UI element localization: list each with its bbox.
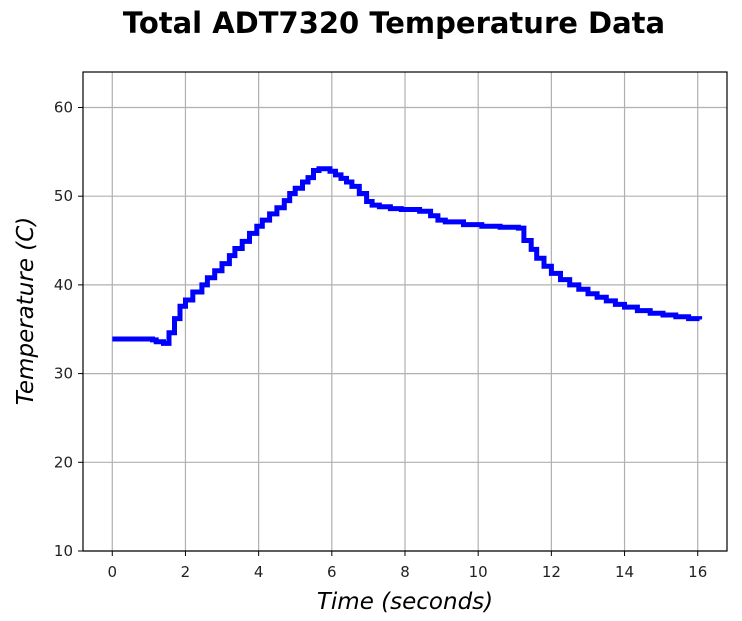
x-tick-label: 10 [469, 563, 488, 581]
series-layer [112, 166, 703, 346]
y-tick-label: 30 [54, 365, 73, 383]
x-tick-label: 4 [254, 563, 264, 581]
y-tick-label: 50 [54, 187, 73, 205]
x-tick-label: 14 [615, 563, 634, 581]
y-tick-label: 40 [54, 276, 73, 294]
y-tick-label: 10 [54, 542, 73, 560]
grid [83, 72, 727, 552]
x-tick-label: 8 [400, 563, 410, 581]
x-axis-label: Time (seconds) [317, 589, 493, 615]
chart-title: Total ADT7320 Temperature Data [123, 6, 665, 40]
x-axis-ticks: 0 2 4 6 8 10 12 14 16 [107, 551, 707, 581]
temperature-series-line [112, 166, 703, 346]
x-tick-label: 12 [542, 563, 561, 581]
x-tick-label: 0 [107, 563, 117, 581]
x-tick-label: 2 [181, 563, 191, 581]
y-tick-label: 20 [54, 453, 73, 471]
x-tick-label: 16 [688, 563, 707, 581]
x-tick-label: 6 [327, 563, 337, 581]
y-axis-label: Temperature (C) [13, 217, 39, 406]
y-axis-ticks: 10 20 30 40 50 60 [54, 98, 83, 560]
y-tick-label: 60 [54, 98, 73, 116]
